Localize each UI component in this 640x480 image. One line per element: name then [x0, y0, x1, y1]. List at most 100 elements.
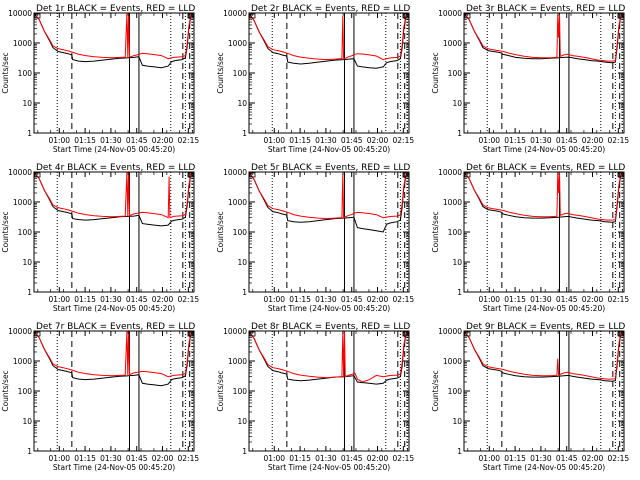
panel-title: Det 1r BLACK = Events, RED = LLD	[36, 4, 195, 14]
y-axis-label: Counts/sec	[1, 211, 10, 252]
x-tick-label: 01:15	[504, 136, 526, 145]
panel-title: Det 5r BLACK = Events, RED = LLD	[251, 163, 410, 173]
y-tick-label: 1000	[228, 357, 247, 366]
plot-frame	[248, 330, 410, 452]
panel-title: Det 3r BLACK = Events, RED = LLD	[466, 4, 625, 14]
x-axis-label: Start Time (24-Nov-05 00:45:20)	[53, 145, 175, 154]
panel-title: Det 4r BLACK = Events, RED = LLD	[36, 163, 195, 173]
events-series-line	[464, 172, 624, 223]
x-tick-label: 02:15	[393, 136, 415, 145]
x-axis-label: Start Time (24-Nov-05 00:45:20)	[268, 145, 390, 154]
y-axis-label: Counts/sec	[1, 52, 10, 93]
events-series-line	[34, 13, 194, 69]
x-tick-label: 01:30	[100, 295, 122, 304]
y-tick-label: 10000	[8, 9, 32, 18]
x-tick-label: 02:00	[582, 295, 604, 304]
x-tick-label: 01:30	[100, 454, 122, 463]
plot-frame	[463, 330, 625, 452]
y-tick-label: 100	[233, 228, 248, 237]
y-tick-label: 1	[242, 447, 247, 456]
y-axis-label: Counts/sec	[216, 52, 225, 93]
x-tick-label: 01:15	[289, 295, 311, 304]
y-tick-label: 10	[237, 417, 247, 426]
x-tick-label: 02:15	[178, 454, 200, 463]
x-tick-label: 01:45	[126, 295, 148, 304]
y-tick-label: 10	[452, 258, 462, 267]
y-tick-label: 1	[27, 129, 32, 138]
events-series-line	[464, 331, 624, 382]
x-axis-label: Start Time (24-Nov-05 00:45:20)	[53, 463, 175, 472]
panel-det-8: Det 8r BLACK = Events, RED = LLD 1 10 100 10…	[216, 322, 414, 472]
x-tick-label: 01:45	[556, 136, 578, 145]
lld-series-line	[249, 172, 409, 220]
x-axis-label: Start Time (24-Nov-05 00:45:20)	[53, 304, 175, 313]
y-tick-label: 100	[448, 387, 463, 396]
x-axis-label: Start Time (24-Nov-05 00:45:20)	[483, 463, 605, 472]
x-axis-label: Start Time (24-Nov-05 00:45:20)	[268, 304, 390, 313]
y-tick-label: 10	[22, 99, 32, 108]
plot-frame	[33, 12, 195, 134]
x-tick-label: 01:00	[478, 136, 500, 145]
x-tick-label: 02:00	[582, 136, 604, 145]
lld-series-line	[34, 172, 194, 219]
lld-series-line	[249, 13, 409, 61]
lld-series-line	[464, 331, 624, 380]
y-tick-label: 1	[242, 129, 247, 138]
panel-title: Det 9r BLACK = Events, RED = LLD	[466, 322, 625, 332]
x-tick-label: 02:15	[608, 454, 630, 463]
x-tick-label: 01:00	[48, 136, 70, 145]
x-tick-label: 01:30	[100, 136, 122, 145]
panel-title: Det 2r BLACK = Events, RED = LLD	[251, 4, 410, 14]
events-series-line	[249, 13, 409, 69]
panel-det-3: Det 3r BLACK = Events, RED = LLD 1 10 100 10…	[431, 4, 629, 154]
y-tick-label: 10000	[438, 168, 462, 177]
panel-det-5: Det 5r BLACK = Events, RED = LLD 1 10 100 10…	[216, 163, 414, 313]
plot-frame	[248, 171, 410, 293]
panel-det-2: Det 2r BLACK = Events, RED = LLD 1 10 100 10…	[216, 4, 414, 154]
panel-title: Det 6r BLACK = Events, RED = LLD	[466, 163, 625, 173]
x-tick-label: 02:15	[393, 295, 415, 304]
x-tick-label: 02:15	[178, 295, 200, 304]
y-tick-label: 10	[452, 417, 462, 426]
plot-frame	[463, 171, 625, 293]
y-tick-label: 10	[452, 99, 462, 108]
y-axis-label: Counts/sec	[431, 211, 440, 252]
y-tick-label: 1000	[443, 39, 462, 48]
x-tick-label: 01:30	[530, 295, 552, 304]
y-tick-label: 100	[448, 228, 463, 237]
x-tick-label: 01:30	[530, 454, 552, 463]
y-tick-label: 1000	[13, 357, 32, 366]
y-tick-label: 1000	[13, 198, 32, 207]
panel-det-7: Det 7r BLACK = Events, RED = LLD 1 10 100 10…	[1, 322, 199, 472]
x-tick-label: 01:30	[315, 454, 337, 463]
y-axis-label: Counts/sec	[431, 52, 440, 93]
events-series-line	[34, 331, 194, 387]
y-tick-label: 100	[233, 69, 248, 78]
x-tick-label: 02:15	[608, 295, 630, 304]
x-tick-label: 01:15	[74, 295, 96, 304]
y-tick-label: 10000	[438, 327, 462, 336]
y-tick-label: 10000	[8, 327, 32, 336]
panel-title: Det 7r BLACK = Events, RED = LLD	[36, 322, 195, 332]
x-tick-label: 01:15	[289, 454, 311, 463]
y-tick-label: 10	[22, 417, 32, 426]
y-tick-label: 100	[18, 387, 33, 396]
x-tick-label: 01:00	[478, 295, 500, 304]
y-tick-label: 100	[233, 387, 248, 396]
x-tick-label: 01:15	[289, 136, 311, 145]
y-tick-label: 10	[22, 258, 32, 267]
y-tick-label: 1000	[443, 357, 462, 366]
x-tick-label: 02:15	[608, 136, 630, 145]
x-tick-label: 01:00	[263, 454, 285, 463]
y-tick-label: 1000	[228, 39, 247, 48]
x-tick-label: 02:00	[367, 454, 389, 463]
y-tick-label: 100	[18, 228, 33, 237]
x-axis-label: Start Time (24-Nov-05 00:45:20)	[268, 463, 390, 472]
lld-series-line	[464, 172, 624, 221]
plot-frame	[248, 12, 410, 134]
panel-det-1: Det 1r BLACK = Events, RED = LLD 1 10 100 10…	[1, 4, 199, 154]
x-tick-label: 01:45	[556, 295, 578, 304]
y-tick-label: 10000	[223, 9, 247, 18]
panel-title: Det 8r BLACK = Events, RED = LLD	[251, 322, 410, 332]
y-axis-label: Counts/sec	[1, 370, 10, 411]
